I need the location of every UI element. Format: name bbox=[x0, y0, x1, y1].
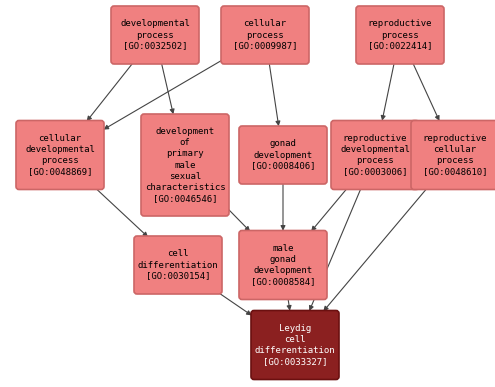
Text: cellular
process
[GO:0009987]: cellular process [GO:0009987] bbox=[233, 19, 297, 51]
Text: male
gonad
development
[GO:0008584]: male gonad development [GO:0008584] bbox=[251, 244, 315, 286]
Text: Leydig
cell
differentiation
[GO:0033327]: Leydig cell differentiation [GO:0033327] bbox=[255, 324, 335, 366]
Text: cell
differentiation
[GO:0030154]: cell differentiation [GO:0030154] bbox=[138, 249, 218, 281]
FancyBboxPatch shape bbox=[239, 126, 327, 184]
FancyBboxPatch shape bbox=[331, 120, 419, 190]
FancyBboxPatch shape bbox=[221, 6, 309, 64]
FancyBboxPatch shape bbox=[411, 120, 495, 190]
Text: development
of
primary
male
sexual
characteristics
[GO:0046546]: development of primary male sexual chara… bbox=[145, 127, 225, 203]
Text: cellular
developmental
process
[GO:0048869]: cellular developmental process [GO:00488… bbox=[25, 134, 95, 176]
Text: reproductive
developmental
process
[GO:0003006]: reproductive developmental process [GO:0… bbox=[340, 134, 410, 176]
Text: gonad
development
[GO:0008406]: gonad development [GO:0008406] bbox=[251, 139, 315, 171]
FancyBboxPatch shape bbox=[16, 120, 104, 190]
FancyBboxPatch shape bbox=[251, 310, 339, 380]
Text: developmental
process
[GO:0032502]: developmental process [GO:0032502] bbox=[120, 19, 190, 51]
FancyBboxPatch shape bbox=[134, 236, 222, 294]
FancyBboxPatch shape bbox=[356, 6, 444, 64]
Text: reproductive
cellular
process
[GO:0048610]: reproductive cellular process [GO:004861… bbox=[423, 134, 487, 176]
FancyBboxPatch shape bbox=[141, 114, 229, 216]
FancyBboxPatch shape bbox=[239, 231, 327, 300]
Text: reproductive
process
[GO:0022414]: reproductive process [GO:0022414] bbox=[368, 19, 432, 51]
FancyBboxPatch shape bbox=[111, 6, 199, 64]
